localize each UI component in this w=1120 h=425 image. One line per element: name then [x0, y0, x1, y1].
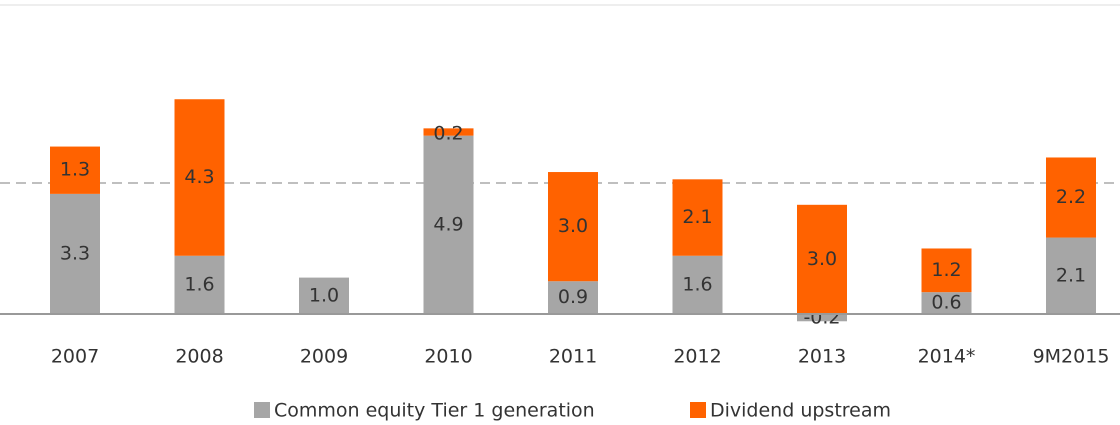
value-label: 2.2 — [1056, 186, 1086, 208]
value-label: 2.1 — [1056, 264, 1086, 286]
legend-label: Dividend upstream — [710, 400, 891, 422]
bar-segment — [1046, 157, 1096, 238]
bar-segment — [174, 99, 225, 256]
x-tick-label: 2010 — [424, 346, 472, 368]
value-label: 1.6 — [184, 273, 214, 295]
x-tick-label: 2008 — [175, 346, 223, 368]
value-label: 0.2 — [433, 123, 463, 145]
legend-swatch — [254, 402, 270, 418]
x-tick-label: 2013 — [798, 346, 846, 368]
bar-segment — [423, 135, 474, 314]
value-label: 3.0 — [807, 248, 837, 270]
value-label: 3.3 — [60, 242, 90, 264]
bar-segment — [50, 146, 100, 194]
value-label: 4.9 — [433, 213, 463, 235]
bar-segment — [921, 292, 972, 314]
value-label: 1.0 — [309, 284, 339, 306]
value-label: 3.0 — [558, 215, 588, 237]
bar-segment — [423, 128, 474, 136]
x-tick-label: 9M2015 — [1033, 346, 1110, 368]
bar-segment — [1046, 237, 1096, 314]
bar-segment — [548, 172, 598, 282]
bar-segment — [548, 281, 598, 314]
x-tick-label: 2014* — [918, 346, 976, 368]
bar-segment — [50, 193, 100, 314]
value-label: 0.9 — [558, 286, 588, 308]
bar-segment — [672, 179, 723, 256]
x-tick-label: 2007 — [51, 346, 99, 368]
bar-segment — [797, 314, 847, 322]
bar-segment — [299, 277, 349, 314]
x-tick-label: 2009 — [300, 346, 348, 368]
value-label: 1.2 — [931, 259, 961, 281]
x-tick-label: 2011 — [549, 346, 597, 368]
legend-swatch — [690, 402, 706, 418]
x-tick-label: 2012 — [673, 346, 721, 368]
bar-segment — [921, 248, 972, 293]
value-label: 2.1 — [682, 206, 712, 228]
value-label: 0.6 — [931, 292, 961, 314]
bar-segment — [797, 204, 847, 314]
bar-segment — [672, 255, 723, 314]
legend-label: Common equity Tier 1 generation — [274, 400, 595, 422]
value-label: 4.3 — [184, 166, 214, 188]
value-label: 1.6 — [682, 273, 712, 295]
value-label: 1.3 — [60, 159, 90, 181]
bar-segment — [174, 255, 225, 314]
